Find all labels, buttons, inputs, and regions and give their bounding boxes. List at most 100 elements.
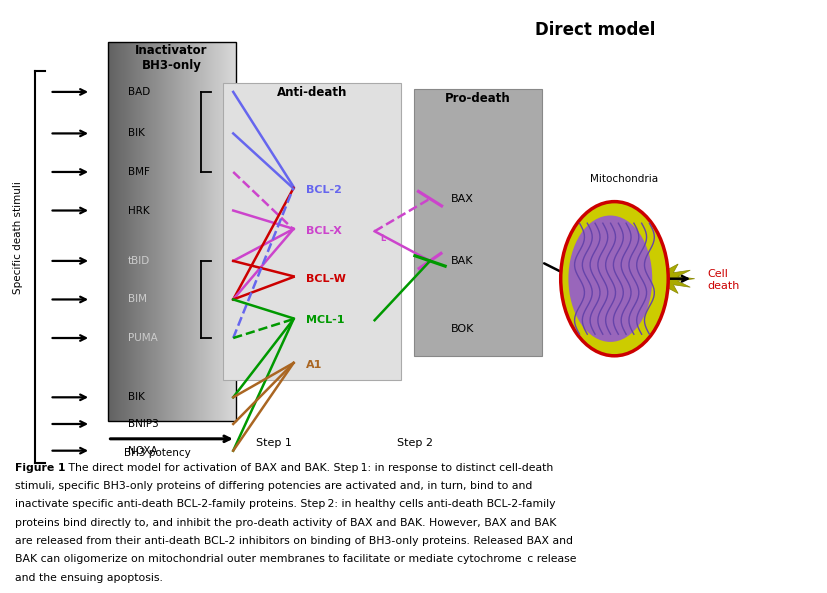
Text: BCL-W: BCL-W	[306, 274, 346, 283]
Bar	[184, 42, 185, 421]
Bar	[151, 42, 152, 421]
Bar	[197, 42, 199, 421]
Bar	[213, 42, 214, 421]
Bar	[167, 42, 170, 421]
Bar	[196, 42, 198, 421]
Bar	[207, 42, 208, 421]
Text: BH3 potency: BH3 potency	[124, 448, 190, 458]
Bar	[156, 42, 159, 421]
Bar	[163, 42, 165, 421]
Bar	[122, 42, 123, 421]
Bar	[132, 42, 134, 421]
Text: BIK: BIK	[128, 129, 145, 138]
Bar	[121, 42, 122, 421]
Bar	[174, 42, 177, 421]
Bar	[203, 42, 206, 421]
Bar	[180, 42, 182, 421]
Bar	[185, 42, 188, 421]
Bar	[203, 42, 204, 421]
Text: BIK: BIK	[128, 393, 145, 402]
Bar	[130, 42, 131, 421]
Text: Step 1: Step 1	[256, 438, 292, 448]
Bar	[134, 42, 136, 421]
Bar	[221, 42, 222, 421]
Bar	[144, 42, 146, 421]
Bar	[232, 42, 233, 421]
Bar	[170, 42, 171, 421]
Bar	[160, 42, 162, 421]
Bar	[112, 42, 113, 421]
Bar	[123, 42, 126, 421]
Bar	[131, 42, 133, 421]
Text: BIM: BIM	[128, 295, 147, 304]
Bar	[182, 42, 184, 421]
Bar	[227, 42, 229, 421]
Bar	[136, 42, 137, 421]
Bar	[129, 42, 131, 421]
Bar	[136, 42, 138, 421]
Bar	[233, 42, 236, 421]
Bar	[112, 42, 115, 421]
Bar	[189, 42, 190, 421]
Text: Direct model: Direct model	[535, 21, 656, 39]
Bar	[149, 42, 151, 421]
Bar	[151, 42, 153, 421]
Text: A1: A1	[306, 360, 323, 369]
Bar	[223, 83, 401, 380]
Text: Pro-death: Pro-death	[445, 92, 510, 105]
Bar	[122, 42, 124, 421]
Text: BCL-X: BCL-X	[306, 227, 342, 236]
Bar	[108, 42, 236, 421]
Text: Specific death stimuli: Specific death stimuli	[13, 181, 23, 294]
Bar	[218, 42, 219, 421]
Bar	[108, 42, 109, 421]
Text: NOXA: NOXA	[128, 446, 158, 455]
Bar	[119, 42, 121, 421]
Bar	[193, 42, 195, 421]
Text: BOK: BOK	[451, 324, 474, 334]
Text: BNIP3: BNIP3	[128, 419, 159, 429]
Text: BCL-2: BCL-2	[306, 185, 342, 195]
Bar	[133, 42, 135, 421]
Text: Anti-death: Anti-death	[277, 86, 347, 99]
Ellipse shape	[568, 215, 653, 342]
Bar	[178, 42, 180, 421]
Text: BAK can oligomerize on mitochondrial outer membranes to facilitate or mediate cy: BAK can oligomerize on mitochondrial out…	[15, 554, 576, 565]
Bar	[126, 42, 127, 421]
Bar	[191, 42, 193, 421]
Bar	[232, 42, 234, 421]
Text: BAD: BAD	[128, 87, 151, 97]
Bar	[154, 42, 155, 421]
Text: are released from their anti-death BCL-2 inhibitors on binding of BH3-only prote: are released from their anti-death BCL-2…	[15, 536, 573, 546]
Bar	[146, 42, 148, 421]
Bar	[110, 42, 112, 421]
Bar	[220, 42, 222, 421]
Bar	[165, 42, 167, 421]
Text: The direct model for activation of BAX and BAK. Step 1: in response to distinct : The direct model for activation of BAX a…	[65, 463, 552, 473]
Bar	[164, 42, 166, 421]
Bar	[184, 42, 186, 421]
Bar	[166, 42, 168, 421]
Bar	[115, 42, 117, 421]
Bar	[176, 42, 178, 421]
Text: BMF: BMF	[128, 167, 150, 177]
Text: BAK: BAK	[451, 256, 473, 266]
Bar	[114, 42, 116, 421]
Bar	[218, 42, 221, 421]
Bar	[215, 42, 218, 421]
Bar	[198, 42, 200, 421]
Bar	[117, 42, 119, 421]
Bar	[225, 42, 227, 421]
Text: inactivate specific anti-death BCL-2-family proteins. Step 2: in healthy cells a: inactivate specific anti-death BCL-2-fam…	[15, 499, 556, 509]
Bar	[125, 42, 127, 421]
Text: and the ensuing apoptosis.: and the ensuing apoptosis.	[15, 573, 163, 583]
Bar	[187, 42, 189, 421]
Bar	[170, 42, 172, 421]
Bar	[228, 42, 230, 421]
Bar	[152, 42, 155, 421]
Text: L: L	[380, 234, 385, 243]
Bar	[179, 42, 181, 421]
Bar	[162, 42, 164, 421]
Bar	[213, 42, 215, 421]
Bar	[210, 42, 212, 421]
